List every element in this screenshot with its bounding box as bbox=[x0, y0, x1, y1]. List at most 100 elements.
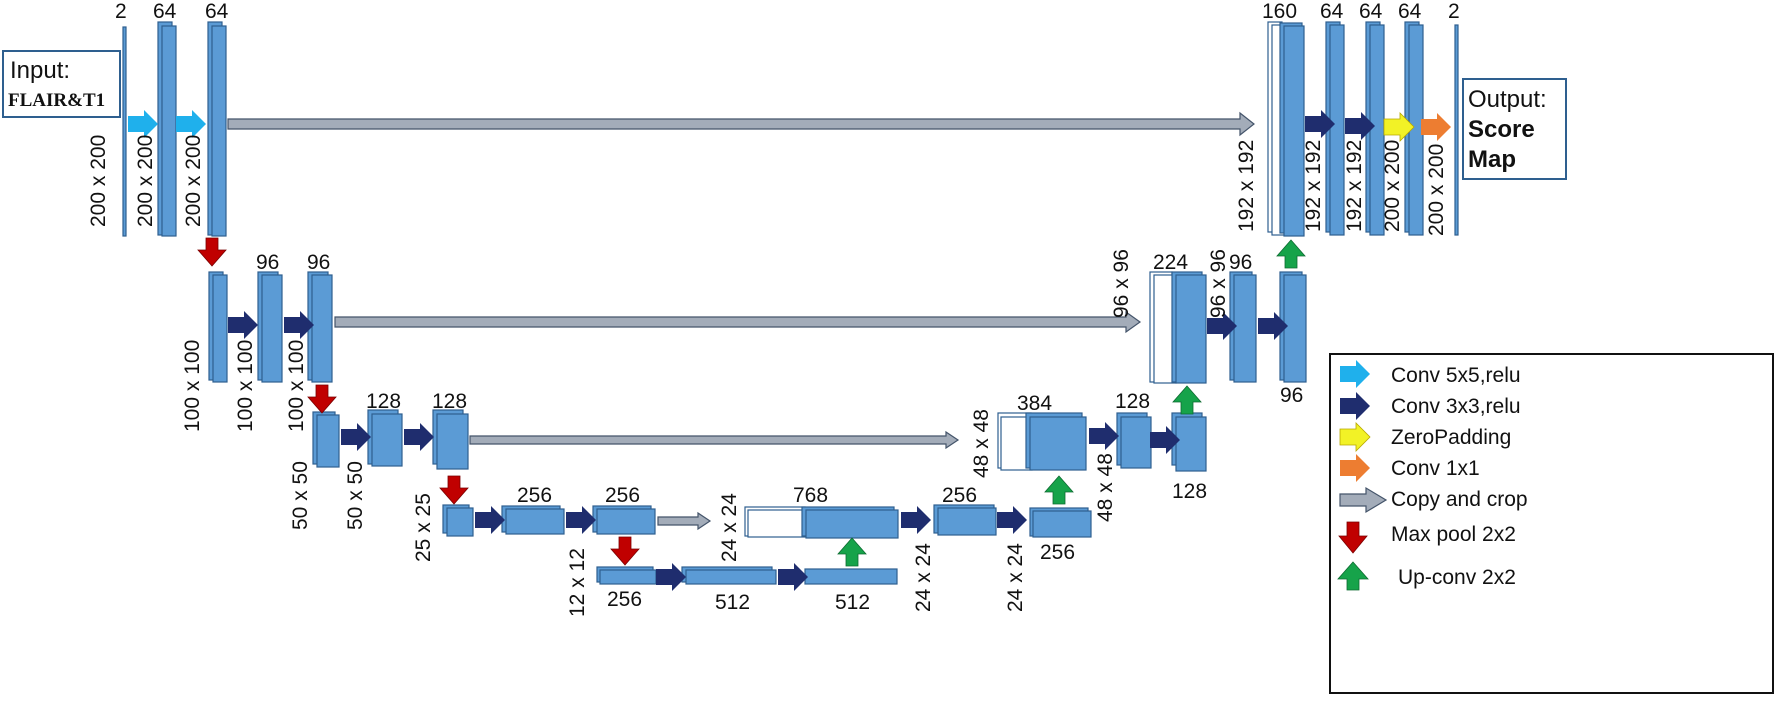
legend-conv1-label: Conv 1x1 bbox=[1391, 457, 1480, 480]
channel-labels: 2 64 64 96 96 128 128 256 256 256 512 51… bbox=[115, 0, 1460, 614]
input-box: Input: FLAIR&T1 bbox=[2, 50, 121, 118]
block-d3-128b bbox=[1175, 416, 1207, 472]
channel-label: 512 bbox=[715, 591, 750, 614]
output-line1: Score bbox=[1468, 116, 1535, 143]
block-l4-a bbox=[446, 507, 474, 537]
channel-label: 64 bbox=[1320, 0, 1344, 23]
output-title: Output: bbox=[1468, 86, 1547, 113]
channel-label: 256 bbox=[1040, 541, 1075, 564]
block-d3-128a bbox=[1120, 416, 1152, 469]
channel-label: 256 bbox=[517, 484, 552, 507]
size-label: 96 x 96 bbox=[1110, 249, 1133, 318]
conv3-arrow-5 bbox=[475, 506, 505, 534]
size-label: 50 x 50 bbox=[344, 461, 367, 530]
channel-label: 64 bbox=[1359, 0, 1383, 23]
channel-label: 128 bbox=[432, 390, 467, 413]
channel-label: 2 bbox=[115, 0, 127, 23]
size-label: 24 x 24 bbox=[718, 493, 741, 562]
block-d1-64a bbox=[1329, 24, 1345, 236]
maxpool-arrow-3 bbox=[439, 475, 469, 505]
size-label: 50 x 50 bbox=[289, 461, 312, 530]
channel-label: 96 bbox=[1229, 251, 1252, 274]
conv3-arrow-8 bbox=[778, 563, 808, 591]
copy-arrows bbox=[227, 111, 1255, 531]
legend-upconv-label: Up-conv 2x2 bbox=[1398, 566, 1516, 589]
copy-arrow-l3 bbox=[469, 430, 960, 450]
channel-label: 512 bbox=[835, 591, 870, 614]
size-label: 200 x 200 bbox=[182, 135, 205, 227]
size-label: 100 x 100 bbox=[285, 340, 308, 432]
size-label: 24 x 24 bbox=[1004, 543, 1027, 612]
legend-conv5-label: Conv 5x5,relu bbox=[1391, 364, 1521, 387]
conv3-arrow-10 bbox=[997, 506, 1027, 534]
size-label: 200 x 200 bbox=[134, 135, 157, 227]
channel-label: 256 bbox=[607, 588, 642, 611]
legend-copy-icon bbox=[1339, 486, 1388, 514]
maxpool-arrows bbox=[197, 237, 640, 566]
conv5-arrow-2 bbox=[176, 110, 206, 138]
legend-maxpool-icon bbox=[1338, 521, 1368, 554]
maxpool-arrow-4 bbox=[610, 536, 640, 566]
channel-label: 128 bbox=[366, 390, 401, 413]
channel-label: 64 bbox=[1398, 0, 1422, 23]
upconv-arrow-4 bbox=[1276, 239, 1306, 269]
copy-arrow-l1 bbox=[227, 111, 1255, 137]
channel-label: 2 bbox=[1448, 0, 1460, 23]
block-l2-96a bbox=[261, 274, 283, 383]
upconv-arrow-2 bbox=[1044, 475, 1074, 505]
size-label: 192 x 192 bbox=[1235, 140, 1258, 232]
copy-arrow-l2 bbox=[334, 310, 1142, 334]
channel-label: 256 bbox=[605, 484, 640, 507]
size-label: 48 x 48 bbox=[1094, 453, 1117, 522]
block-l1-64a bbox=[161, 25, 177, 237]
size-label: 48 x 48 bbox=[970, 409, 993, 478]
legend-conv3-label: Conv 3x3,relu bbox=[1391, 395, 1521, 418]
conv3-arrow-11 bbox=[1089, 422, 1119, 450]
size-label: 12 x 12 bbox=[566, 548, 589, 617]
upconv-arrow-3 bbox=[1172, 385, 1202, 415]
legend-upconv-icon bbox=[1337, 561, 1369, 591]
maxpool-arrow-2 bbox=[307, 384, 337, 414]
block-l4-256a bbox=[505, 508, 565, 535]
size-label: 100 x 100 bbox=[181, 340, 204, 432]
block-d1-160 bbox=[1283, 25, 1305, 237]
conv5-arrow-1 bbox=[128, 110, 158, 138]
channel-label: 256 bbox=[942, 484, 977, 507]
block-l5-512b bbox=[804, 568, 898, 585]
block-d4-768 bbox=[805, 509, 899, 539]
legend-copy-label: Copy and crop bbox=[1391, 488, 1528, 511]
conv3-arrow-3 bbox=[341, 423, 371, 451]
channel-label: 64 bbox=[153, 0, 177, 23]
legend-zeropad-label: ZeroPadding bbox=[1391, 426, 1511, 449]
size-label: 96 x 96 bbox=[1207, 249, 1230, 318]
size-label: 24 x 24 bbox=[912, 543, 935, 612]
block-d2-96a bbox=[1233, 274, 1257, 383]
block-l1-64b bbox=[211, 25, 227, 237]
legend-maxpool-label: Max pool 2x2 bbox=[1391, 523, 1516, 546]
block-d3-384 bbox=[1029, 416, 1087, 471]
legend: Conv 5x5,relu Conv 3x3,relu ZeroPadding … bbox=[1329, 353, 1774, 694]
size-labels: 200 x 200 200 x 200 200 x 200 100 x 100 … bbox=[87, 135, 1448, 617]
block-l5-512a bbox=[685, 569, 777, 585]
channel-label: 768 bbox=[793, 484, 828, 507]
size-label: 200 x 200 bbox=[87, 135, 110, 227]
block-d4-256a bbox=[937, 507, 997, 536]
block-l3-128a bbox=[371, 413, 403, 467]
block-l3-a bbox=[316, 414, 340, 468]
block-d2-96b bbox=[1283, 274, 1307, 383]
output-box: Output: Score Map bbox=[1462, 78, 1567, 180]
channel-label: 384 bbox=[1017, 392, 1052, 415]
conv3-arrow-4 bbox=[404, 423, 434, 451]
size-label: 200 x 200 bbox=[1381, 140, 1404, 232]
size-label: 192 x 192 bbox=[1343, 140, 1366, 232]
input-subtitle: FLAIR&T1 bbox=[8, 90, 105, 111]
conv3-arrow-6 bbox=[566, 506, 596, 534]
block-output-2 bbox=[1454, 24, 1459, 236]
block-l2-a bbox=[212, 274, 228, 383]
conv1-arrow-1 bbox=[1421, 113, 1451, 141]
block-l5-256 bbox=[599, 569, 657, 585]
block-l4-256b bbox=[596, 508, 656, 535]
upconv-arrow-1 bbox=[837, 537, 867, 567]
conv1-arrows bbox=[1421, 113, 1451, 141]
